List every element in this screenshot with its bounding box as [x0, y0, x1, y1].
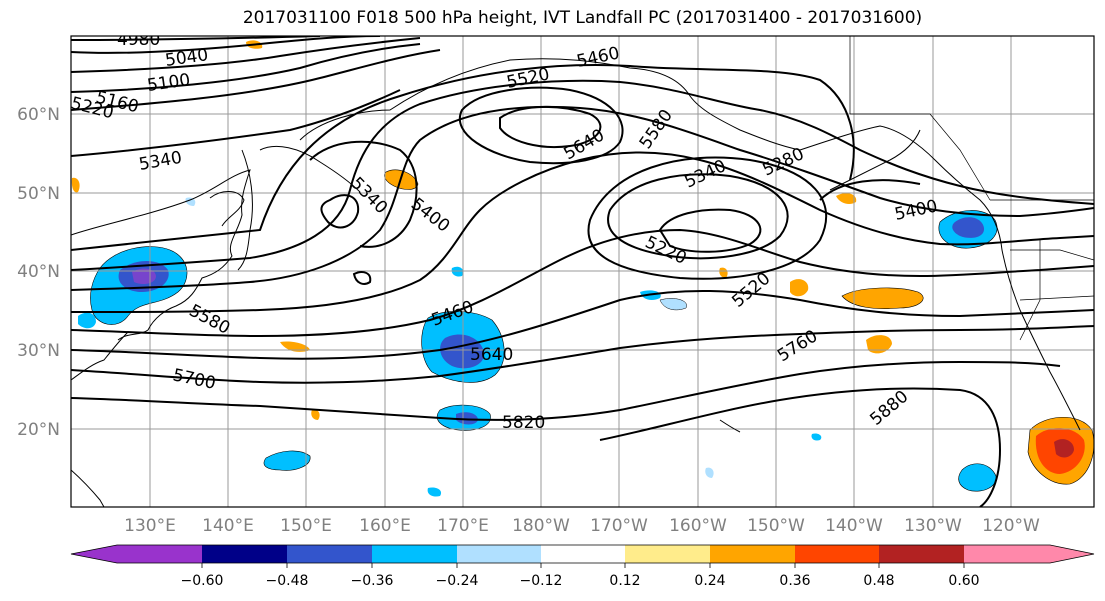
colorbar-cell [287, 545, 372, 563]
colorbar-extend-low [71, 545, 117, 563]
lon-labels: 130°E 140°E 150°E 160°E 170°E 180°W 170°… [124, 516, 1040, 536]
coastlines [71, 58, 1081, 507]
colorbar: −0.60 −0.48 −0.36 −0.24 −0.12 0.12 0.24 … [70, 544, 1095, 589]
contour-label: 5640 [470, 345, 513, 365]
lon-label: 140°E [202, 516, 254, 536]
lon-label: 170°W [590, 516, 648, 536]
colorbar-tick: −0.12 [520, 573, 563, 589]
colorbar-cell [964, 545, 1050, 563]
borders [849, 36, 1094, 341]
colorbar-cell [625, 545, 710, 563]
colorbar-tick: 0.12 [609, 573, 640, 589]
colorbar-cell [372, 545, 457, 563]
lon-label: 150°W [747, 516, 805, 536]
colorbar-tick: 0.36 [779, 573, 810, 589]
colorbar-tick: −0.60 [181, 573, 224, 589]
lon-label: 170°E [437, 516, 489, 536]
colorbar-tick: −0.36 [351, 573, 394, 589]
colorbar-cell [457, 545, 541, 563]
colorbar-tick: −0.48 [266, 573, 309, 589]
map-title: 2017031100 F018 500 hPa height, IVT Land… [242, 8, 923, 28]
lon-label: 160°W [669, 516, 727, 536]
lon-label: 150°E [280, 516, 332, 536]
colorbar-tick: 0.48 [863, 573, 894, 589]
colorbar-cell [710, 545, 795, 563]
height-contours [71, 36, 1094, 507]
colorbar-cell [879, 545, 964, 563]
colorbar-cell [541, 545, 625, 563]
lon-label: 140°W [825, 516, 883, 536]
contour-label: 4980 [117, 30, 160, 50]
lat-labels: 60°N 50°N 40°N 30°N 20°N [17, 105, 60, 440]
lat-label: 60°N [17, 105, 60, 125]
lon-label: 180°W [512, 516, 570, 536]
colorbar-tick: −0.24 [436, 573, 479, 589]
lat-label: 30°N [17, 341, 60, 361]
colorbar-cell [202, 545, 287, 563]
colorbar-tick: 0.60 [948, 573, 979, 589]
lon-label: 160°E [359, 516, 411, 536]
colorbar-cell [117, 545, 202, 563]
lat-label: 50°N [17, 184, 60, 204]
lat-label: 40°N [17, 262, 60, 282]
colorbar-extend-high [1050, 545, 1094, 563]
lon-label: 130°E [124, 516, 176, 536]
map-frame [70, 35, 1095, 508]
colorbar-tick: 0.24 [694, 573, 725, 589]
colorbar-cell [795, 545, 879, 563]
lon-label: 120°W [982, 516, 1040, 536]
contour-label: 5820 [502, 413, 545, 433]
lon-label: 130°W [904, 516, 962, 536]
lat-label: 20°N [17, 420, 60, 440]
